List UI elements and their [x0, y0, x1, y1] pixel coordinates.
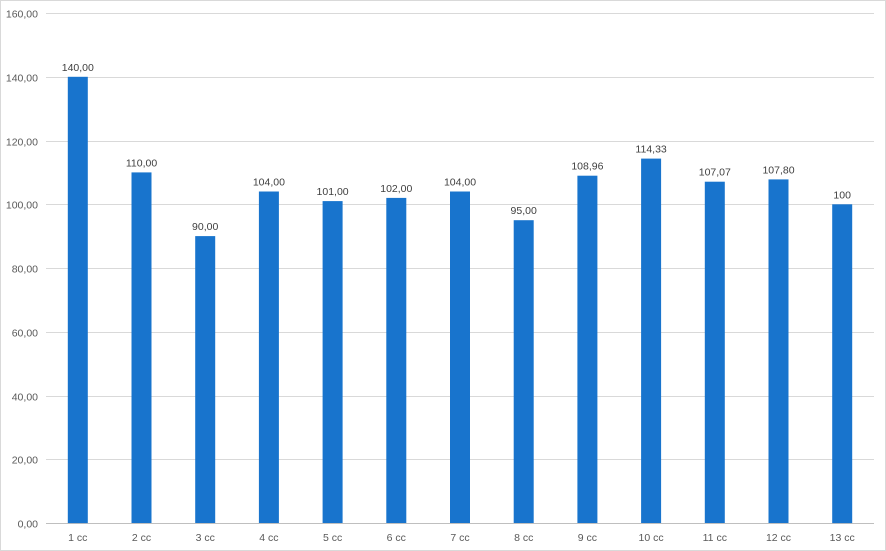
data-label: 102,00 [380, 183, 412, 195]
bar [577, 175, 598, 523]
bar [67, 76, 88, 524]
x-tick-label: 9 cc [578, 532, 597, 544]
y-axis-ticks: 0,00 20,00 40,00 60,00 80,00 100,00 120,00 140,… [6, 9, 38, 531]
bars [67, 76, 853, 524]
bar [195, 236, 216, 523]
y-tick-label: 160,00 [6, 9, 38, 21]
bar [322, 201, 343, 523]
data-label: 90,00 [192, 221, 218, 233]
y-tick-label: 20,00 [12, 455, 38, 467]
y-tick-label: 40,00 [12, 392, 38, 404]
x-tick-label: 3 cc [196, 532, 215, 544]
x-tick-label: 6 cc [387, 532, 406, 544]
bar [386, 197, 407, 523]
x-tick-label: 4 cc [259, 532, 278, 544]
data-label: 107,80 [762, 164, 794, 176]
bar [258, 191, 279, 523]
x-tick-label: 5 cc [323, 532, 342, 544]
data-label: 104,00 [253, 177, 285, 189]
bar [832, 204, 853, 524]
data-label: 108,96 [571, 161, 603, 173]
y-tick-label: 80,00 [12, 264, 38, 276]
data-label: 95,00 [511, 205, 537, 217]
bar [513, 220, 534, 523]
data-labels: 140,00 110,00 90,00 104,00 101,00 102,00 104,0… [62, 62, 851, 233]
data-label: 110,00 [126, 157, 157, 169]
data-label: 101,00 [317, 186, 349, 198]
data-label: 140,00 [62, 62, 94, 74]
x-tick-label: 13 cc [830, 532, 855, 544]
bar [768, 179, 789, 523]
x-tick-label: 10 cc [639, 532, 664, 544]
bar [641, 158, 662, 523]
x-tick-label: 7 cc [450, 532, 469, 544]
x-tick-label: 11 cc [703, 532, 727, 544]
x-tick-label: 2 cc [132, 532, 151, 544]
data-label: 104,00 [444, 177, 476, 189]
y-tick-label: 120,00 [6, 137, 38, 149]
bar [450, 191, 470, 523]
x-tick-label: 8 cc [514, 532, 533, 544]
y-tick-label: 100,00 [6, 200, 38, 212]
data-label: 100 [833, 189, 851, 201]
y-tick-label: 140,00 [6, 73, 38, 85]
x-axis-ticks: 1 cc 2 cc 3 cc 4 cc 5 cc 6 cc 7 cc 8 cc 9 cc 10 c… [68, 532, 855, 544]
x-tick-label: 1 cc [68, 532, 87, 544]
x-tick-label: 12 cc [766, 532, 791, 544]
bar [704, 181, 725, 523]
bar [131, 172, 152, 523]
data-label: 107,07 [699, 167, 731, 179]
y-tick-label: 0,00 [18, 519, 39, 531]
y-tick-label: 60,00 [12, 328, 38, 340]
data-label: 114,33 [635, 144, 666, 156]
